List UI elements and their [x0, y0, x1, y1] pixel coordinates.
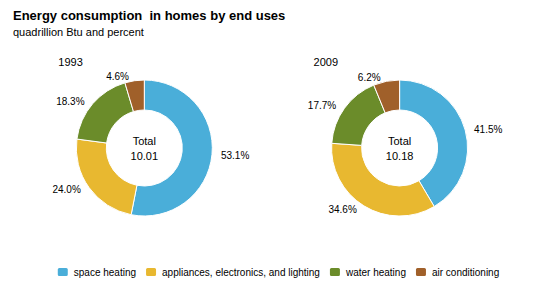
svg-text:1993: 1993	[58, 56, 82, 68]
svg-text:quadrillion Btu and percent: quadrillion Btu and percent	[13, 26, 144, 38]
svg-text:17.7%: 17.7%	[308, 100, 336, 111]
svg-text:41.5%: 41.5%	[474, 124, 502, 135]
svg-text:2009: 2009	[314, 56, 338, 68]
svg-text:appliances, electronics, and l: appliances, electronics, and lighting	[162, 267, 320, 278]
svg-text:space heating: space heating	[74, 267, 136, 278]
svg-text:4.6%: 4.6%	[106, 71, 129, 82]
svg-text:24.0%: 24.0%	[52, 184, 80, 195]
svg-text:53.1%: 53.1%	[221, 150, 249, 161]
svg-text:10.01: 10.01	[131, 150, 159, 162]
svg-text:Total: Total	[133, 135, 156, 147]
svg-text:Total: Total	[388, 135, 411, 147]
svg-text:air conditioning: air conditioning	[432, 267, 499, 278]
svg-text:34.6%: 34.6%	[328, 204, 356, 215]
svg-text:10.18: 10.18	[386, 150, 414, 162]
svg-text:6.2%: 6.2%	[358, 72, 381, 83]
svg-text:Energy consumption in homes b: Energy consumption in homes by end uses	[13, 8, 285, 23]
svg-text:18.3%: 18.3%	[56, 96, 84, 107]
svg-text:water heating: water heating	[345, 267, 406, 278]
